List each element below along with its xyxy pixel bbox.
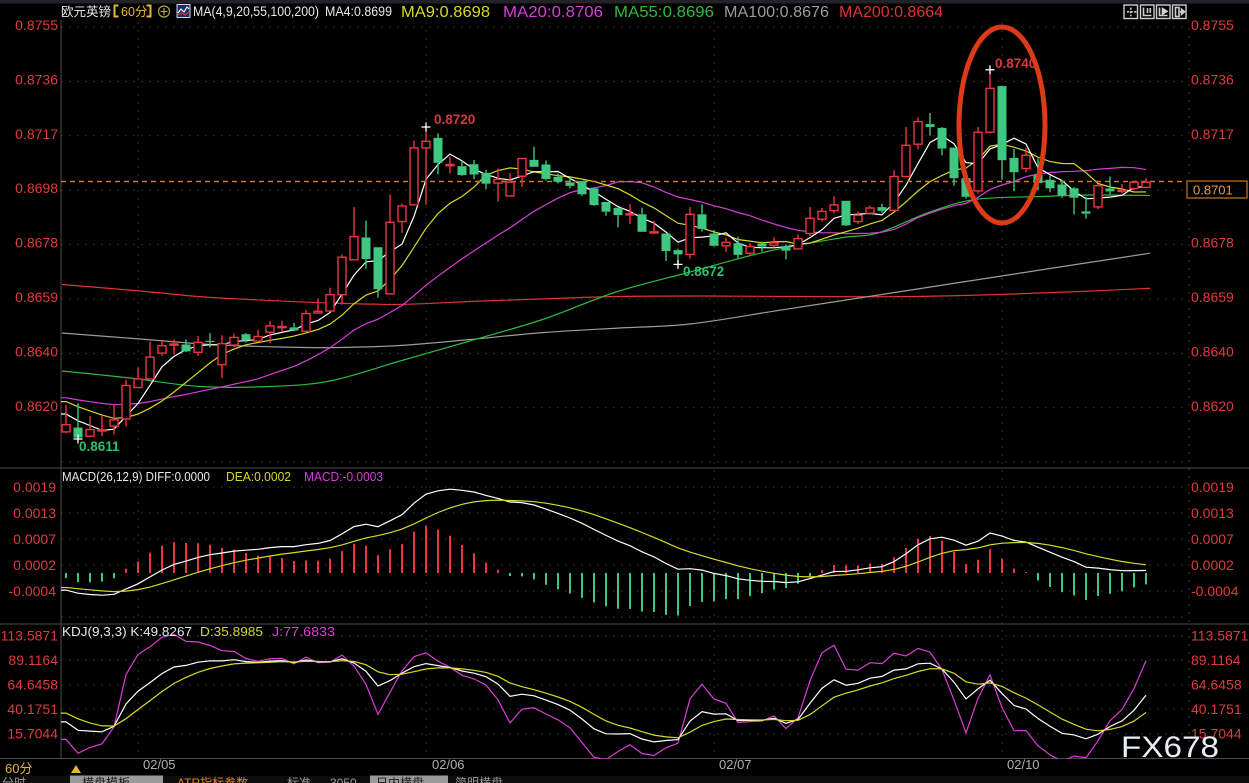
svg-text:0.0013: 0.0013 [13, 505, 56, 521]
svg-text:MA20:0.8706: MA20:0.8706 [503, 4, 603, 21]
svg-text:0.8736: 0.8736 [1191, 71, 1234, 87]
svg-text:113.5871: 113.5871 [1191, 628, 1249, 644]
svg-text:02/05: 02/05 [143, 757, 176, 772]
svg-text:0.0007: 0.0007 [1191, 531, 1234, 547]
svg-text:89.1164: 89.1164 [8, 652, 58, 668]
svg-text:0.0019: 0.0019 [1191, 479, 1234, 495]
svg-text:MA(4,9,20,55,100,200): MA(4,9,20,55,100,200) [193, 4, 319, 19]
svg-text:横盘模板: 横盘模板 [82, 775, 130, 783]
svg-text:02/06: 02/06 [432, 757, 465, 772]
svg-text:0.0007: 0.0007 [13, 531, 56, 547]
svg-text:0.8717: 0.8717 [1191, 126, 1234, 142]
svg-text:DEA:0.0002: DEA:0.0002 [226, 469, 291, 484]
svg-text:0.8659: 0.8659 [1191, 289, 1234, 305]
svg-text:40.1751: 40.1751 [7, 701, 58, 717]
svg-text:0.8611: 0.8611 [79, 439, 120, 454]
svg-text:MA9:0.8698: MA9:0.8698 [401, 4, 490, 21]
svg-text:15.7044: 15.7044 [1191, 726, 1242, 742]
svg-text:0.8717: 0.8717 [15, 126, 58, 142]
svg-text:MA55:0.8696: MA55:0.8696 [614, 4, 714, 21]
svg-text:0.8720: 0.8720 [434, 112, 475, 127]
svg-text:0.0013: 0.0013 [1191, 505, 1234, 521]
svg-text:89.1164: 89.1164 [1191, 652, 1241, 668]
svg-text:3050: 3050 [330, 776, 357, 783]
svg-text:-0.0004: -0.0004 [9, 583, 57, 599]
svg-text:MA200:0.8664: MA200:0.8664 [839, 4, 943, 21]
svg-text:ATR指标参数: ATR指标参数 [177, 775, 248, 783]
svg-text:FX678: FX678 [1121, 731, 1219, 764]
svg-text:0.8672: 0.8672 [683, 264, 724, 279]
svg-text:64.6458: 64.6458 [7, 677, 58, 693]
svg-text:0.8678: 0.8678 [15, 235, 58, 251]
svg-text:简明横盘: 简明横盘 [455, 775, 503, 783]
svg-text:J:77.6833: J:77.6833 [272, 624, 335, 639]
svg-text:日内横盘: 日内横盘 [376, 775, 424, 783]
svg-text:0.8698: 0.8698 [15, 180, 58, 196]
svg-text:15.7044: 15.7044 [7, 726, 58, 742]
svg-text:MACD:-0.0003: MACD:-0.0003 [304, 469, 383, 484]
svg-text:0.8755: 0.8755 [1191, 17, 1234, 33]
svg-text:40.1751: 40.1751 [1191, 701, 1242, 717]
svg-text:MA4:0.8699: MA4:0.8699 [325, 4, 392, 19]
svg-text:分时: 分时 [2, 776, 26, 783]
svg-text:02/10: 02/10 [1007, 757, 1040, 772]
svg-text:D:35.8985: D:35.8985 [200, 624, 263, 639]
svg-text:0.0019: 0.0019 [13, 479, 56, 495]
svg-text:欧元英镑: 欧元英镑 [61, 4, 111, 19]
svg-text:0.8659: 0.8659 [15, 289, 58, 305]
svg-text:-0.0004: -0.0004 [1191, 583, 1239, 599]
svg-text:0.8640: 0.8640 [1191, 343, 1234, 359]
svg-text:标准: 标准 [287, 776, 311, 783]
svg-text:0.8701: 0.8701 [1193, 183, 1233, 198]
svg-text:MACD(26,12,9) DIFF:0.0000: MACD(26,12,9) DIFF:0.0000 [62, 469, 210, 484]
svg-text:0.0002: 0.0002 [1191, 557, 1234, 573]
svg-text:60分: 60分 [121, 5, 147, 19]
svg-text:0.8620: 0.8620 [1191, 398, 1234, 414]
svg-text:0.8755: 0.8755 [15, 17, 58, 33]
svg-text:KDJ(9,3,3) K:49.8267: KDJ(9,3,3) K:49.8267 [62, 624, 192, 639]
svg-text:0.8740: 0.8740 [995, 56, 1036, 71]
svg-text:0.8620: 0.8620 [15, 398, 58, 414]
svg-text:0.0002: 0.0002 [13, 557, 56, 573]
svg-text:0.8678: 0.8678 [1191, 235, 1234, 251]
svg-text:02/07: 02/07 [719, 757, 752, 772]
svg-text:0.8736: 0.8736 [15, 71, 58, 87]
svg-text:0.8640: 0.8640 [15, 343, 58, 359]
svg-text:MA100:0.8676: MA100:0.8676 [724, 4, 829, 21]
svg-text:60分: 60分 [5, 761, 32, 776]
svg-text:113.5871: 113.5871 [1, 628, 59, 644]
svg-text:64.6458: 64.6458 [1191, 677, 1242, 693]
